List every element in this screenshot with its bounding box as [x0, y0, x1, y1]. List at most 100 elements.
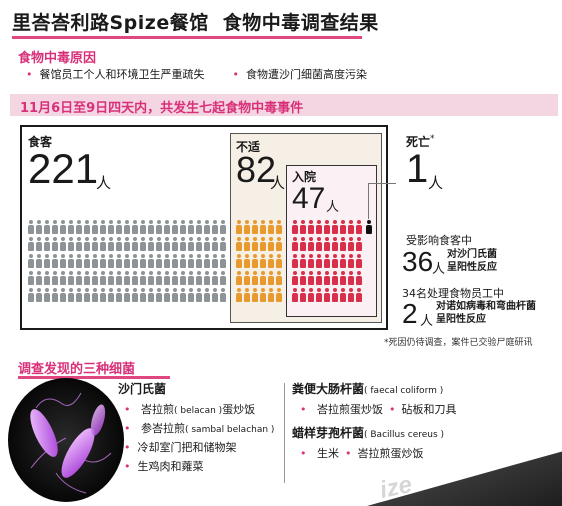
diners-label: 食客: [28, 135, 53, 149]
person-figure: [260, 288, 266, 302]
person-figure: [60, 254, 66, 268]
person-figure: [124, 220, 130, 234]
unwell-unit: 人: [270, 174, 286, 192]
person-figure: [60, 237, 66, 251]
bacteria-divider: [284, 383, 285, 483]
person-figure: [172, 288, 178, 302]
person-figure: [84, 271, 90, 285]
person-figure: [268, 271, 274, 285]
person-figure: [188, 271, 194, 285]
person-figure: [220, 220, 226, 234]
person-figure: [28, 288, 34, 302]
person-figure: [300, 288, 306, 302]
person-figure: [244, 220, 250, 234]
person-figure: [148, 271, 154, 285]
person-figure: [252, 237, 258, 251]
person-figure: [44, 271, 50, 285]
unwell-count: 82: [236, 149, 277, 190]
person-figure: [108, 288, 114, 302]
person-figure: [348, 220, 354, 234]
person-figure: [252, 288, 258, 302]
person-figure: [348, 237, 354, 251]
hospitalized-figures: [292, 220, 362, 302]
person-figure: [236, 220, 242, 234]
person-figure: [212, 254, 218, 268]
person-figure: [220, 237, 226, 251]
person-figure: [164, 271, 170, 285]
affected-label: 受影响食客中: [406, 234, 472, 247]
person-figure: [132, 254, 138, 268]
person-figure: [164, 288, 170, 302]
person-figure: [92, 288, 98, 302]
person-figure: [324, 288, 330, 302]
person-figure: [252, 254, 258, 268]
person-figure: [220, 271, 226, 285]
person-figure: [260, 271, 266, 285]
person-figure: [180, 288, 186, 302]
person-figure: [340, 254, 346, 268]
person-figure: [348, 271, 354, 285]
person-figure: [36, 271, 42, 285]
person-figure: [28, 237, 34, 251]
person-figure: [124, 271, 130, 285]
person-figure: [324, 254, 330, 268]
person-figure: [332, 288, 338, 302]
person-figure: [260, 254, 266, 268]
person-figure: [356, 254, 362, 268]
person-figure: [292, 220, 298, 234]
person-figure: [36, 288, 42, 302]
salmonella-item: 生鸡肉和蕹菜: [124, 458, 204, 474]
person-figure: [108, 237, 114, 251]
person-figure: [252, 220, 258, 234]
person-figure: [196, 254, 202, 268]
bacteria-heading: 调查发现的三种细菌: [18, 362, 136, 377]
person-figure: [68, 237, 74, 251]
person-figure: [268, 220, 274, 234]
person-figure: [100, 271, 106, 285]
person-figure: [220, 254, 226, 268]
person-figure: [116, 288, 122, 302]
causes-list: 餐馆员工个人和环境卫生严重疏失 食物遭沙门细菌高度污染: [26, 66, 368, 82]
person-figure: [140, 237, 146, 251]
cereus-items: 生米•峇拉煎蛋炒饭: [300, 445, 424, 461]
person-figure: [76, 220, 82, 234]
person-figure: [28, 220, 34, 234]
staff-desc: 对诺如病毒和弯曲杆菌 呈阳性反应: [436, 301, 536, 325]
person-figure: [148, 254, 154, 268]
cause-item: 餐馆员工个人和环境卫生严重疏失: [26, 66, 205, 82]
person-figure: [276, 220, 282, 234]
person-figure: [260, 220, 266, 234]
unwell-figures: [236, 220, 282, 302]
person-figure: [92, 271, 98, 285]
person-figure: [76, 271, 82, 285]
person-figure: [28, 271, 34, 285]
person-figure: [108, 271, 114, 285]
coliform-items: 峇拉煎蛋炒饭•砧板和刀具: [300, 401, 457, 417]
person-figure: [292, 271, 298, 285]
person-figure: [140, 288, 146, 302]
person-figure: [236, 237, 242, 251]
person-figure: [44, 254, 50, 268]
person-figure: [204, 254, 210, 268]
person-figure: [292, 254, 298, 268]
incident-banner: [10, 94, 558, 116]
person-figure: [180, 271, 186, 285]
person-figure: [276, 271, 282, 285]
person-figure: [116, 237, 122, 251]
person-figure: [244, 271, 250, 285]
affected-unit: 人: [432, 262, 446, 277]
person-figure: [60, 220, 66, 234]
person-figure: [156, 220, 162, 234]
person-figure: [340, 220, 346, 234]
cereus-name: 蜡样芽孢杆菌( Bacillus cereus ): [292, 426, 445, 440]
affected-count: 36: [402, 246, 434, 277]
person-figure: [116, 220, 122, 234]
person-figure: [100, 237, 106, 251]
person-figure: [252, 271, 258, 285]
causes-heading: 食物中毒原因: [18, 51, 97, 66]
person-figure: [348, 288, 354, 302]
death-figure: [366, 220, 372, 234]
person-figure: [292, 237, 298, 251]
person-figure: [188, 220, 194, 234]
diners-unit: 人: [96, 174, 112, 192]
